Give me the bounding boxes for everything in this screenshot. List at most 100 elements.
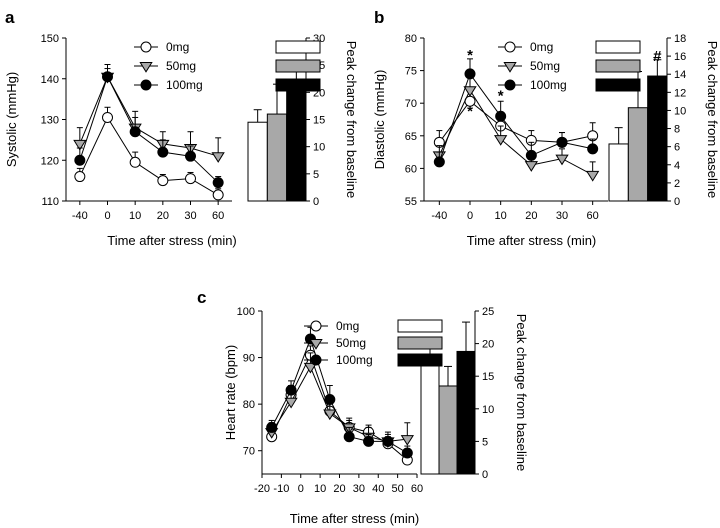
data-point: [74, 171, 86, 183]
legend-marker: [503, 62, 517, 73]
y-right-tick-label: 15: [313, 115, 325, 127]
series-0mg: [74, 106, 224, 201]
x-tick-label: 60: [587, 210, 599, 222]
series-line: [438, 89, 593, 176]
bar-0mg: [420, 356, 440, 475]
legend-swatch: [595, 59, 641, 73]
data-point: [324, 393, 336, 405]
legend-swatch: [397, 319, 443, 333]
y-right-tick-label: 2: [674, 178, 680, 190]
x-tick-label: 50: [392, 483, 404, 495]
y-tick-label: 70: [405, 98, 417, 110]
y-right-tick-label: 5: [313, 169, 319, 181]
y-axis-label: Heart rate (bpm): [223, 345, 238, 440]
data-point: [157, 175, 169, 187]
bar-100mg: [456, 350, 476, 475]
y-right-tick-label: 12: [674, 87, 686, 99]
bar-0mg: [608, 143, 629, 202]
data-point: [102, 111, 113, 123]
x-tick-label: 30: [353, 483, 365, 495]
x-tick-label: 0: [104, 210, 110, 222]
significance-marker: *: [467, 47, 473, 64]
y-right-tick-label: 20: [482, 339, 494, 351]
x-tick-label: 20: [157, 210, 169, 222]
series-100mg: [266, 326, 413, 459]
y-tick-label: 120: [41, 155, 59, 167]
legend-marker: [309, 339, 323, 350]
legend-label: 100mg: [336, 353, 373, 367]
panel-label: a: [5, 8, 15, 27]
x-tick-label: 10: [495, 210, 507, 222]
y-right-tick-label: 25: [482, 306, 494, 318]
x-tick-label: 60: [411, 483, 423, 495]
legend-label: 100mg: [166, 78, 203, 92]
legend-swatch: [275, 78, 321, 92]
y-tick-label: 130: [41, 115, 59, 127]
y-right-axis-label: Peak change from baseline: [514, 314, 529, 472]
x-tick-label: 40: [372, 483, 384, 495]
x-axis-label: Time after stress (min): [290, 511, 420, 526]
data-point: [129, 126, 141, 138]
data-point: [433, 156, 445, 168]
y-tick-label: 80: [243, 399, 255, 411]
y-right-tick-label: 4: [674, 160, 680, 172]
data-point: [556, 136, 568, 148]
series-50mg: [432, 76, 600, 182]
x-tick-label: 20: [333, 483, 345, 495]
y-tick-label: 110: [41, 196, 59, 208]
x-tick-label: 10: [129, 210, 141, 222]
data-point: [464, 68, 476, 80]
legend-swatch: [595, 78, 641, 92]
data-point: [212, 189, 224, 201]
y-right-tick-label: 18: [674, 33, 686, 45]
series-line: [79, 75, 219, 157]
data-point: [74, 154, 86, 166]
legend-label: 0mg: [166, 40, 189, 54]
x-tick-label: -20: [254, 483, 270, 495]
y-tick-label: 140: [41, 74, 59, 86]
y-axis-label: Diastolic (mmHg): [372, 70, 387, 170]
y-right-axis-label: Peak change from baseline: [344, 41, 359, 199]
series-line: [79, 75, 219, 184]
data-point: [285, 384, 297, 396]
data-point: [73, 139, 87, 151]
data-point: [400, 435, 415, 446]
bar-50mg: [266, 113, 288, 202]
panel-label: b: [374, 8, 384, 27]
legend-label: 0mg: [530, 40, 553, 54]
legend-marker: [310, 320, 322, 332]
data-point: [382, 435, 394, 447]
y-right-tick-label: 6: [674, 142, 680, 154]
data-point: [587, 143, 599, 155]
y-right-tick-label: 5: [482, 436, 488, 448]
legend-marker: [139, 62, 153, 73]
panel-c: c 70 80 90 100 0 5 10 15 20 25 -20 -10 0 10 20 30 40 50 60 T…: [197, 288, 529, 526]
y-right-tick-label: 14: [674, 69, 686, 81]
y-tick-label: 75: [405, 66, 417, 78]
y-right-tick-label: 0: [313, 196, 319, 208]
y-tick-label: 100: [237, 306, 255, 318]
y-right-tick-label: 16: [674, 51, 686, 63]
y-tick-label: 70: [243, 446, 255, 458]
data-point: [157, 146, 169, 158]
legend-label: 100mg: [530, 78, 567, 92]
data-point: [185, 173, 196, 185]
y-right-tick-label: 0: [482, 469, 488, 481]
legend-swatch: [275, 59, 321, 73]
x-tick-label: -10: [273, 483, 289, 495]
y-tick-label: 55: [405, 196, 417, 208]
data-point: [363, 435, 375, 447]
y-tick-label: 65: [405, 131, 417, 143]
panel-label: c: [197, 288, 206, 307]
x-tick-label: 60: [212, 210, 224, 222]
series-line: [438, 72, 593, 163]
legend-swatch: [397, 336, 443, 350]
legend-label: 50mg: [166, 59, 196, 73]
data-point: [323, 409, 337, 421]
data-point: [524, 161, 539, 172]
y-right-tick-label: 10: [482, 404, 494, 416]
x-tick-label: 0: [298, 483, 304, 495]
series-0mg: [433, 90, 599, 148]
data-point: [129, 156, 141, 168]
y-right-tick-label: 10: [313, 142, 325, 154]
